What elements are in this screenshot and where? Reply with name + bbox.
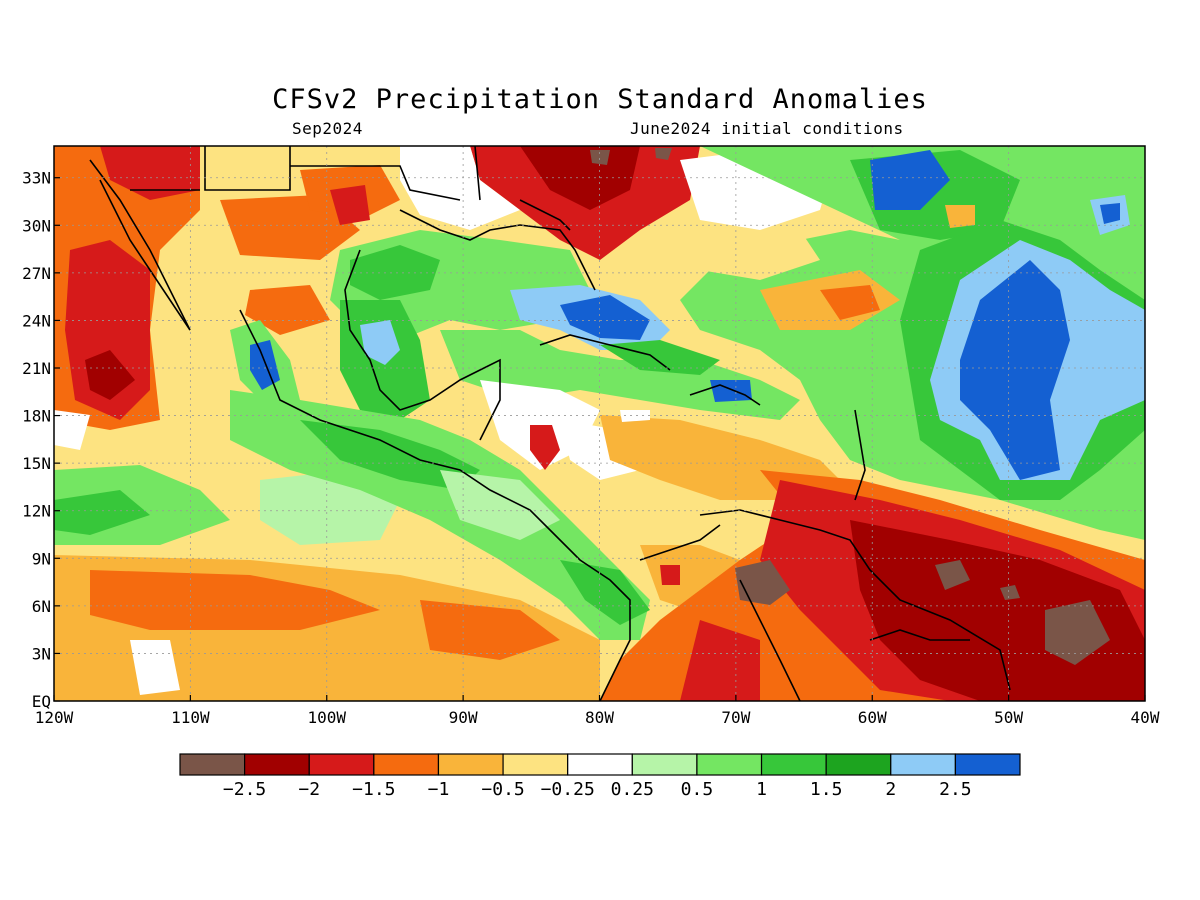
lon-tick-label: 90W (449, 708, 478, 727)
lat-tick-label: 24N (22, 311, 51, 330)
lat-tick-label: 21N (22, 359, 51, 378)
valid-month: Sep2024 (292, 119, 363, 138)
colorbar-swatch (825, 753, 892, 776)
colorbar-label: −1 (428, 779, 450, 800)
colorbar-label: 2.5 (939, 779, 972, 800)
lon-tick-label: 40W (1131, 708, 1160, 727)
colorbar-label: −2.5 (223, 779, 266, 800)
lat-tick-label: 18N (22, 407, 51, 426)
colorbar-swatch (373, 753, 440, 776)
lon-tick-label: 110W (171, 708, 210, 727)
colorbar-label: 2 (885, 779, 896, 800)
colorbar-label: 0.5 (681, 779, 714, 800)
lat-tick-label: 15N (22, 454, 51, 473)
lat-tick-label: 33N (22, 169, 51, 188)
colorbar-swatch (179, 753, 246, 776)
colorbar-label: 1 (756, 779, 767, 800)
colorbar-label: 1.5 (810, 779, 843, 800)
colorbar-swatch (502, 753, 569, 776)
map-title: CFSv2 Precipitation Standard Anomalies (272, 84, 928, 115)
colorbar-label: −0.25 (541, 779, 595, 800)
lon-tick-label: 80W (585, 708, 614, 727)
colorbar: −2.5 −2 −1.5 −1 −0.5 −0.25 0.25 0.5 1 1.5 2 2.5 (179, 753, 1021, 800)
lat-tick-label: 3N (32, 644, 51, 663)
lat-tick-label: 27N (22, 264, 51, 283)
colorbar-swatch (631, 753, 698, 776)
colorbar-label: −0.5 (481, 779, 524, 800)
lon-tick-label: 60W (858, 708, 887, 727)
colorbar-swatch (760, 753, 827, 776)
coastline-lines (89, 146, 1011, 701)
colorbar-swatch (308, 753, 375, 776)
colorbar-swatch (244, 753, 310, 776)
lat-tick-label: 30N (22, 216, 51, 235)
lon-tick-label: 100W (307, 708, 346, 727)
longitude-tick-labels: 120W 110W 100W 90W 80W 70W 60W 50W 40W (35, 695, 1160, 727)
colorbar-swatch (890, 753, 956, 776)
lon-tick-label: 120W (35, 708, 74, 727)
colorbar-swatch (567, 753, 633, 776)
colorbar-swatch (437, 753, 504, 776)
colorbar-swatch (954, 753, 1021, 776)
colorbar-label: −2 (298, 779, 320, 800)
lon-tick-label: 70W (721, 708, 750, 727)
colorbar-label: 0.25 (611, 779, 654, 800)
lat-tick-label: 12N (22, 502, 51, 521)
lat-tick-label: 9N (32, 549, 51, 568)
gridlines (54, 146, 1145, 701)
lon-tick-label: 50W (994, 708, 1023, 727)
colorbar-swatch (696, 753, 763, 776)
lat-tick-label: 6N (32, 597, 51, 616)
lat-tick-label: EQ (32, 692, 51, 711)
initial-conditions: June2024 initial conditions (630, 119, 904, 138)
latitude-tick-labels: 33N 30N 27N 24N 21N 18N 15N 12N 9N 6N 3N EQ (22, 169, 60, 711)
colorbar-label: −1.5 (352, 779, 395, 800)
